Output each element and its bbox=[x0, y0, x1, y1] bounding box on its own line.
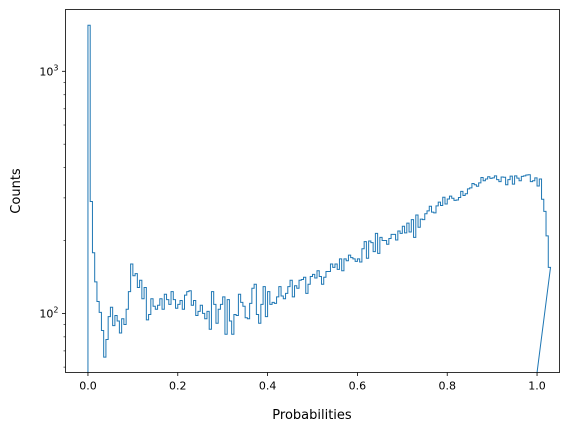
x-tick-label: 0.2 bbox=[169, 380, 187, 393]
y-tick-label: 102 bbox=[39, 305, 58, 320]
x-tick-label: 0.6 bbox=[349, 380, 367, 393]
x-tick-label: 0.8 bbox=[438, 380, 456, 393]
y-tick-label: 103 bbox=[39, 63, 58, 78]
x-axis: 0.0 0.2 0.4 0.6 0.8 1.0 bbox=[79, 372, 546, 393]
plot-frame bbox=[65, 9, 560, 373]
x-tick-label: 0.4 bbox=[259, 380, 277, 393]
x-tick-label: 1.0 bbox=[528, 380, 546, 393]
x-tick-label: 0.0 bbox=[79, 380, 97, 393]
histogram-outline bbox=[87, 24, 552, 373]
histogram-step-series bbox=[87, 24, 552, 373]
y-axis-label: Counts bbox=[9, 168, 24, 214]
y-axis: 102 103 bbox=[39, 63, 66, 368]
x-axis-label: Probabilities bbox=[272, 408, 352, 423]
